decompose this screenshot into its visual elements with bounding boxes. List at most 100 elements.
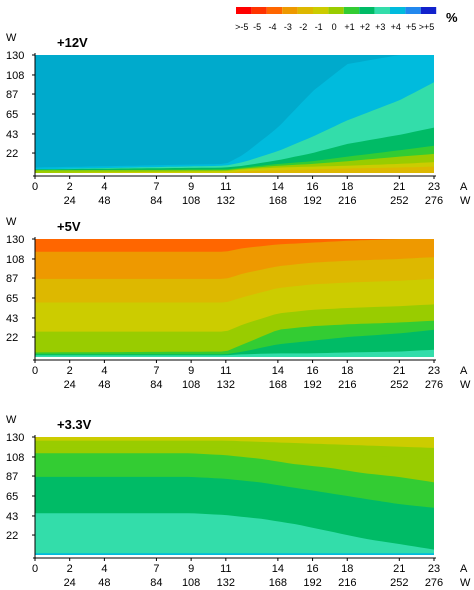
y-tick-label: 65 bbox=[6, 293, 18, 305]
y-tick-label: 22 bbox=[6, 148, 18, 160]
x-tick-label-amps: 18 bbox=[341, 365, 353, 377]
y-tick-label: 108 bbox=[6, 452, 24, 464]
heatmap-band bbox=[35, 513, 434, 555]
x-tick-label-amps: 16 bbox=[306, 563, 318, 575]
x-tick-label-amps: 23 bbox=[428, 563, 440, 575]
x-axis-unit-watts: W bbox=[460, 195, 471, 207]
y-tick-label: 87 bbox=[6, 89, 18, 101]
x-tick-label-watts: 84 bbox=[150, 577, 162, 589]
x-tick-label-amps: 0 bbox=[32, 563, 38, 575]
legend-label: +2 bbox=[360, 22, 370, 32]
x-tick-label-amps: 23 bbox=[428, 365, 440, 377]
y-tick-label: 87 bbox=[6, 273, 18, 285]
x-tick-label-watts: 276 bbox=[425, 195, 443, 207]
x-tick-label-watts: 132 bbox=[217, 577, 235, 589]
x-tick-label-amps: 16 bbox=[306, 181, 318, 193]
x-tick-label-amps: 0 bbox=[32, 181, 38, 193]
x-tick-label-amps: 0 bbox=[32, 365, 38, 377]
legend-label: -4 bbox=[268, 22, 276, 32]
x-tick-label-watts: 48 bbox=[98, 577, 110, 589]
y-tick-label: 108 bbox=[6, 254, 24, 266]
x-tick-label-amps: 2 bbox=[67, 365, 73, 377]
legend-label: -2 bbox=[299, 22, 307, 32]
legend-label: +1 bbox=[344, 22, 354, 32]
legend-label: -1 bbox=[315, 22, 323, 32]
y-tick-label: 87 bbox=[6, 471, 18, 483]
x-tick-label-watts: 24 bbox=[64, 577, 76, 589]
legend-swatch bbox=[359, 7, 375, 14]
y-tick-label: 43 bbox=[6, 511, 18, 523]
y-tick-label: 65 bbox=[6, 109, 18, 121]
x-tick-label-amps: 7 bbox=[153, 563, 159, 575]
x-tick-label-watts: 216 bbox=[338, 577, 356, 589]
legend-unit: % bbox=[446, 10, 458, 25]
x-tick-label-amps: 7 bbox=[153, 365, 159, 377]
chart-title: +5V bbox=[57, 219, 81, 234]
x-tick-label-amps: 23 bbox=[428, 181, 440, 193]
y-tick-label: 108 bbox=[6, 70, 24, 82]
legend-swatch bbox=[390, 7, 406, 14]
x-tick-label-amps: 4 bbox=[101, 563, 107, 575]
x-tick-label-amps: 18 bbox=[341, 181, 353, 193]
heatmap-band bbox=[35, 329, 434, 357]
y-tick-label: 43 bbox=[6, 129, 18, 141]
legend-swatch bbox=[328, 7, 344, 14]
y-tick-label: 43 bbox=[6, 313, 18, 325]
x-tick-label-amps: 2 bbox=[67, 563, 73, 575]
x-axis-unit-watts: W bbox=[460, 577, 471, 589]
heatmap-band bbox=[35, 166, 434, 173]
color-legend: >-5 -5 -4 -3 -2 -1 0 +1 +2 +3 +4 +5 >+5 % bbox=[235, 7, 458, 32]
legend-swatch bbox=[405, 7, 421, 14]
x-tick-label-amps: 7 bbox=[153, 181, 159, 193]
x-tick-label-watts: 168 bbox=[269, 195, 287, 207]
legend-label: +4 bbox=[391, 22, 401, 32]
x-tick-label-watts: 84 bbox=[150, 195, 162, 207]
x-tick-label-amps: 21 bbox=[393, 365, 405, 377]
x-tick-label-watts: 252 bbox=[390, 379, 408, 391]
legend-swatch bbox=[236, 7, 252, 14]
y-tick-label: 65 bbox=[6, 491, 18, 503]
legend-label: +5 bbox=[406, 22, 416, 32]
x-tick-label-watts: 24 bbox=[64, 195, 76, 207]
x-tick-label-amps: 14 bbox=[272, 181, 284, 193]
legend-swatch bbox=[420, 7, 437, 14]
x-tick-label-amps: 16 bbox=[306, 365, 318, 377]
legend-label: 0 bbox=[332, 22, 337, 32]
x-tick-label-watts: 216 bbox=[338, 195, 356, 207]
x-axis-unit-amps: A bbox=[460, 563, 468, 575]
legend-swatch bbox=[374, 7, 390, 14]
x-tick-label-watts: 192 bbox=[303, 379, 321, 391]
x-tick-label-watts: 132 bbox=[217, 379, 235, 391]
legend-label: +3 bbox=[375, 22, 385, 32]
x-tick-label-watts: 108 bbox=[182, 195, 200, 207]
legend-label: -3 bbox=[284, 22, 292, 32]
y-tick-label: 22 bbox=[6, 530, 18, 542]
x-tick-label-amps: 21 bbox=[393, 181, 405, 193]
x-tick-label-watts: 48 bbox=[98, 195, 110, 207]
legend-swatch bbox=[282, 7, 298, 14]
x-tick-label-watts: 84 bbox=[150, 379, 162, 391]
x-tick-label-amps: 2 bbox=[67, 181, 73, 193]
x-tick-label-watts: 48 bbox=[98, 379, 110, 391]
x-tick-label-amps: 14 bbox=[272, 365, 284, 377]
x-tick-label-watts: 168 bbox=[269, 379, 287, 391]
x-tick-label-amps: 4 bbox=[101, 181, 107, 193]
legend-label: >+5 bbox=[419, 22, 435, 32]
legend-swatch bbox=[297, 7, 313, 14]
x-axis-unit-amps: A bbox=[460, 181, 468, 193]
x-tick-label-watts: 252 bbox=[390, 195, 408, 207]
heatmap-band bbox=[35, 349, 434, 357]
chart-title: +12V bbox=[57, 35, 88, 50]
x-tick-label-watts: 132 bbox=[217, 195, 235, 207]
legend-label: -5 bbox=[253, 22, 261, 32]
x-tick-label-watts: 192 bbox=[303, 195, 321, 207]
y-tick-label: 130 bbox=[6, 50, 24, 62]
heatmap-band bbox=[35, 553, 434, 555]
y-tick-label: 22 bbox=[6, 332, 18, 344]
x-tick-label-watts: 276 bbox=[425, 577, 443, 589]
y-axis-unit: W bbox=[6, 32, 17, 44]
